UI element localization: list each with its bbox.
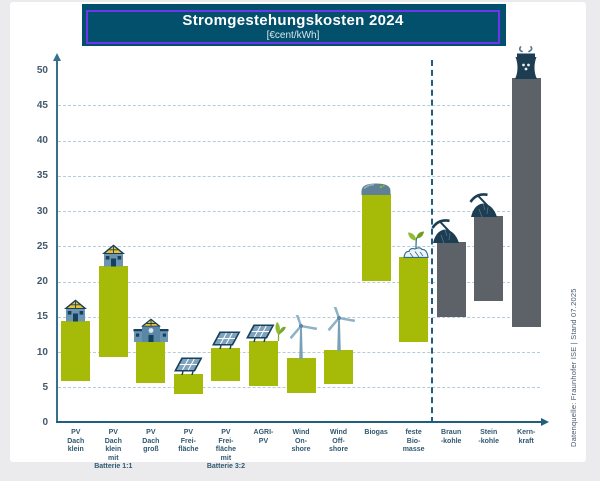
category-label: Wind On-shore: [291, 429, 311, 453]
y-tick-label: 0: [42, 417, 48, 428]
bar-pv-dach-gro-: [136, 341, 166, 383]
x-axis-arrow-icon: [541, 418, 549, 426]
bar-feste-biomasse: [399, 257, 429, 342]
wind-turbine-icon: [321, 302, 357, 352]
category-label: Biogas: [364, 429, 388, 436]
fossil-separator-line: [431, 60, 434, 423]
solar-panel-icon: [210, 329, 242, 349]
category-label: PV Dach klein mit Batterie 1:1: [94, 429, 133, 470]
y-axis-arrow-icon: [53, 53, 61, 61]
bar-braunkohle: [436, 241, 466, 317]
cooling-tower-icon: [508, 45, 544, 79]
gridline-40: [58, 140, 540, 142]
title-banner: Stromgestehungskosten 2024 [€cent/kWh]: [86, 10, 500, 44]
category-label: PV Frei-fläche mit Batterie 3:2: [206, 429, 245, 470]
y-tick-label: 20: [36, 276, 48, 287]
house-solar-icon: [101, 244, 126, 267]
bar-wind-offshore: [324, 350, 354, 385]
bar-pv-dach-klein-mit-batterie-1-1: [98, 265, 128, 358]
solar-panel-leaf-icon: [244, 320, 287, 343]
category-label: Braun -kohle: [440, 429, 462, 445]
y-tick-label: 30: [36, 205, 48, 217]
y-tick-label: 45: [36, 99, 48, 111]
bar-steinkohle: [474, 215, 504, 302]
bar-pv-freifl-che-mit-batterie-3-2: [211, 347, 241, 381]
y-tick-label: 40: [36, 135, 48, 146]
category-label: PV Frei-fläche: [178, 429, 199, 453]
y-tick-label: 50: [36, 64, 48, 76]
category-label: PV Dach groß: [142, 429, 160, 453]
y-tick-label: 25: [36, 240, 48, 252]
solar-panel-icon: [172, 355, 204, 376]
bar-kernkraft: [511, 77, 541, 328]
wind-turbine-icon: [283, 310, 319, 360]
building-solar-icon: [133, 318, 169, 343]
chart-title: Stromgestehungskosten 2024: [182, 12, 404, 29]
y-tick-label: 15: [36, 311, 48, 323]
y-tick-label: 10: [36, 346, 48, 358]
gridline-30: [58, 211, 540, 212]
category-label: Kern-kraft: [517, 429, 536, 445]
category-label: AGRI- PV: [253, 429, 274, 445]
gridline-45: [58, 105, 540, 107]
bar-pv-dach-klein: [61, 321, 91, 381]
bar-agri-pv: [248, 341, 278, 387]
bar-biogas: [361, 193, 391, 281]
category-label: Wind Off-shore: [329, 429, 349, 453]
gridline-10: [58, 352, 540, 353]
gridline-35: [58, 175, 540, 177]
category-label: PV Dach klein: [67, 429, 85, 453]
x-axis-line: [56, 421, 543, 423]
gridline-20: [58, 281, 540, 283]
y-tick-label: 5: [42, 381, 48, 393]
chart-unit-subtitle: [€cent/kWh]: [266, 30, 320, 41]
data-source-note: Datenquelle: Fraunhofer ISE | Stand 07.2…: [569, 288, 578, 447]
pickaxe-coal-icon: [469, 192, 499, 217]
sprout-icon: [401, 231, 431, 259]
y-axis-line: [56, 60, 58, 423]
bar-wind-onshore: [286, 358, 316, 393]
y-tick-label: 35: [36, 170, 48, 182]
gridline-25: [58, 246, 540, 248]
category-label: feste Bio-masse: [402, 429, 425, 453]
category-label: Stein -kohle: [478, 429, 499, 445]
house-solar-icon: [63, 299, 88, 322]
biogas-dome-icon: [361, 182, 391, 195]
pickaxe-coal-icon: [431, 218, 461, 243]
bar-pv-freifl-che: [173, 374, 203, 395]
